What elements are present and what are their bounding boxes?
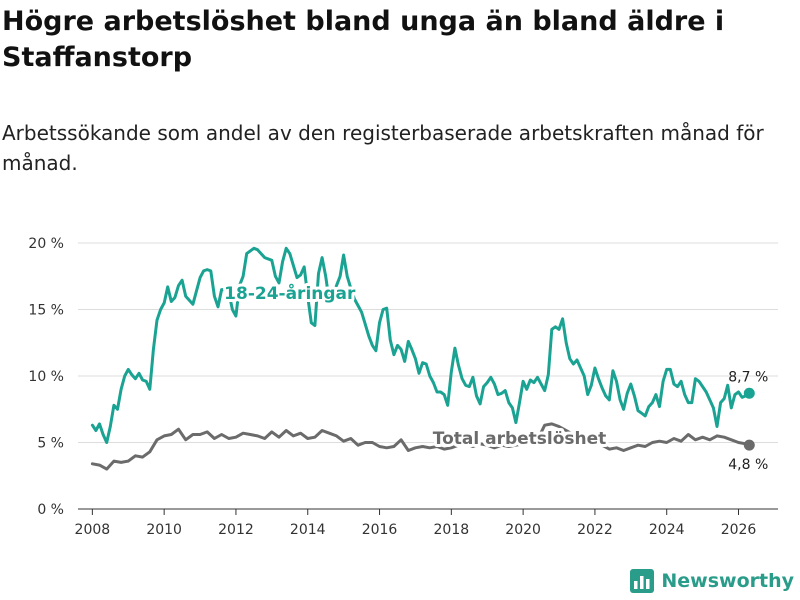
series-label-total-halo: Total arbetslöshet [433, 429, 607, 449]
y-axis-ticks: 0 % 5 % 10 % 15 % 20 % [28, 236, 64, 518]
x-tick-label: 2026 [721, 522, 757, 538]
x-tick-label: 2012 [218, 522, 254, 538]
x-axis: 2008 2010 2012 2014 2016 2018 2020 2022 2024 2026 [75, 508, 778, 538]
newsworthy-logo-icon [630, 569, 655, 593]
x-tick-label: 2016 [362, 522, 398, 538]
x-tick-label: 2022 [577, 522, 613, 538]
series-lines [90, 246, 755, 471]
series-labels: 8,7 %4,8 %18-24-åringar18-24-åringarTota… [221, 279, 768, 473]
series-label-youth: 18-24-åringar [224, 282, 356, 304]
x-tick-label: 2024 [649, 522, 685, 538]
chart-title: Högre arbetslöshet bland unga än bland ä… [2, 6, 725, 73]
series-line-youth [90, 246, 751, 444]
end-label-youth: 8,7 % [728, 369, 768, 385]
x-tick-label: 2010 [146, 522, 182, 538]
series-label-youth-halo: 18-24-åringar [224, 282, 356, 304]
x-tick-label: 2018 [434, 522, 470, 538]
y-tick-label: 10 % [28, 369, 64, 385]
brand-name: Newsworthy [661, 570, 794, 592]
x-tick-label: 2020 [505, 522, 541, 538]
end-label-total: 4,8 % [728, 457, 768, 473]
brand: Newsworthy [629, 568, 794, 594]
y-tick-label: 15 % [28, 303, 64, 319]
x-tick-label: 2014 [290, 522, 326, 538]
series-line-total [90, 422, 751, 471]
chart-subtitle: Arbetssökande som andel av den registerb… [2, 121, 764, 175]
series-label-total: Total arbetslöshet [433, 429, 607, 449]
x-tick-label: 2008 [75, 522, 111, 538]
y-tick-label: 0 % [37, 502, 64, 518]
end-point-total [743, 439, 755, 451]
gridlines [78, 242, 778, 443]
y-tick-label: 5 % [37, 436, 64, 452]
y-tick-label: 20 % [28, 236, 64, 252]
end-point-youth [743, 387, 755, 399]
